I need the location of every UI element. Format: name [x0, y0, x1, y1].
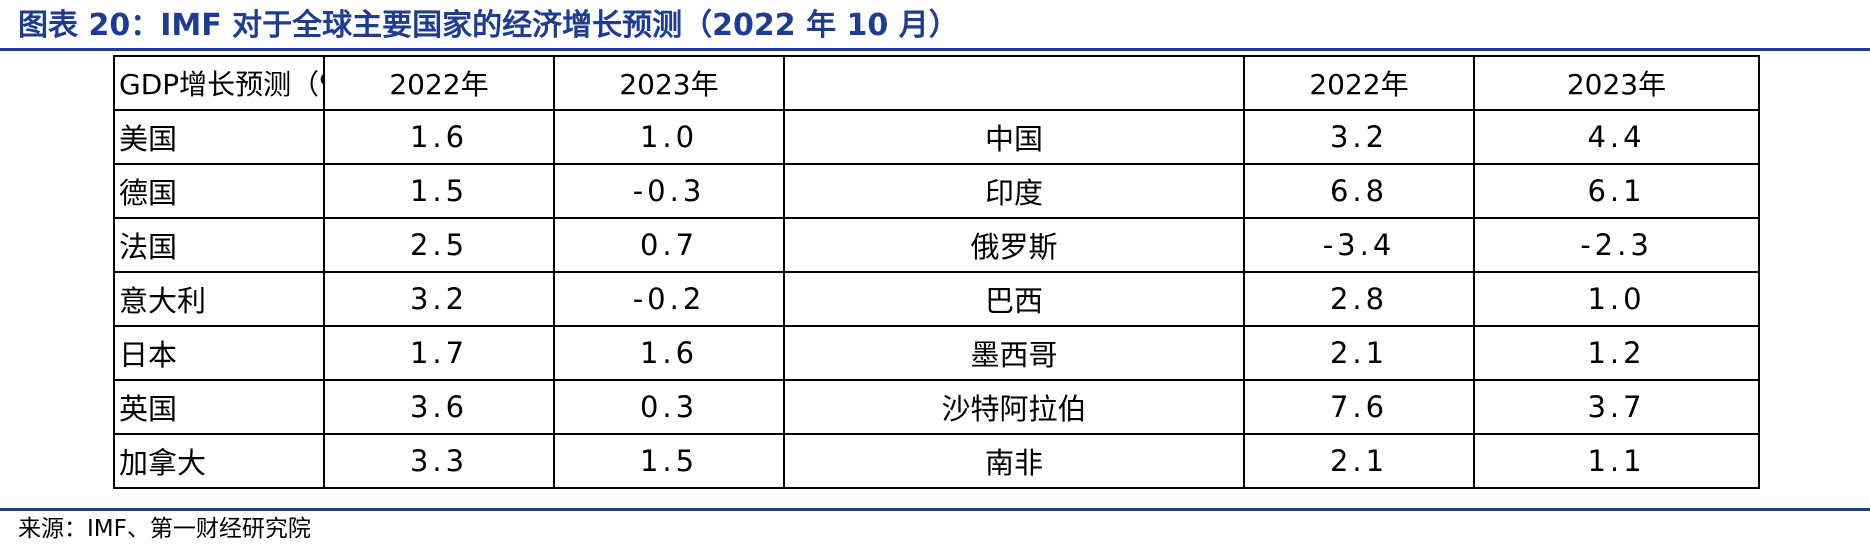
table-row: 美国 1.6 1.0 中国 3.2 4.4: [113, 109, 1760, 165]
value-cell: 0.3: [553, 379, 785, 435]
country-cell: 英国: [113, 379, 325, 435]
country-cell: 墨西哥: [783, 325, 1245, 381]
country-cell: 南非: [783, 433, 1245, 489]
header-cell-2022-left: 2022年: [323, 55, 555, 111]
value-cell: 1.6: [553, 325, 785, 381]
value-cell: 1.5: [553, 433, 785, 489]
country-cell: 沙特阿拉伯: [783, 379, 1245, 435]
country-cell: 俄罗斯: [783, 217, 1245, 273]
table-row: 德国 1.5 -0.3 印度 6.8 6.1: [113, 163, 1760, 219]
header-cell-2023-right: 2023年: [1473, 55, 1760, 111]
table-row: 法国 2.5 0.7 俄罗斯 -3.4 -2.3: [113, 217, 1760, 273]
value-cell: 1.5: [323, 163, 555, 219]
figure-title: 图表 20：IMF 对于全球主要国家的经济增长预测（2022 年 10 月）: [18, 8, 959, 43]
value-cell: 4.4: [1473, 109, 1760, 165]
value-cell: 3.3: [323, 433, 555, 489]
value-cell: 3.6: [323, 379, 555, 435]
country-cell: 美国: [113, 109, 325, 165]
country-cell: 法国: [113, 217, 325, 273]
value-cell: 1.6: [323, 109, 555, 165]
table-header-row: GDP增长预测（%） 2022年 2023年 2022年 2023年: [113, 55, 1760, 111]
country-cell: 印度: [783, 163, 1245, 219]
title-divider: [0, 48, 1870, 51]
value-cell: -0.2: [553, 271, 785, 327]
header-cell-label: GDP增长预测（%）: [113, 55, 325, 111]
value-cell: -2.3: [1473, 217, 1760, 273]
source-divider: [0, 508, 1870, 511]
value-cell: 1.7: [323, 325, 555, 381]
value-cell: 3.7: [1473, 379, 1760, 435]
value-cell: 2.1: [1243, 433, 1475, 489]
value-cell: 6.8: [1243, 163, 1475, 219]
value-cell: 6.1: [1473, 163, 1760, 219]
table-row: 英国 3.6 0.3 沙特阿拉伯 7.6 3.7: [113, 379, 1760, 435]
header-cell-blank: [783, 55, 1245, 111]
value-cell: 2.8: [1243, 271, 1475, 327]
value-cell: -3.4: [1243, 217, 1475, 273]
value-cell: 1.0: [553, 109, 785, 165]
value-cell: -0.3: [553, 163, 785, 219]
value-cell: 0.7: [553, 217, 785, 273]
gdp-forecast-table: GDP增长预测（%） 2022年 2023年 2022年 2023年 美国 1.…: [113, 55, 1760, 489]
table-row: 加拿大 3.3 1.5 南非 2.1 1.1: [113, 433, 1760, 489]
value-cell: 2.1: [1243, 325, 1475, 381]
country-cell: 中国: [783, 109, 1245, 165]
country-cell: 日本: [113, 325, 325, 381]
header-cell-2022-right: 2022年: [1243, 55, 1475, 111]
value-cell: 3.2: [323, 271, 555, 327]
value-cell: 1.0: [1473, 271, 1760, 327]
value-cell: 1.1: [1473, 433, 1760, 489]
table-row: 意大利 3.2 -0.2 巴西 2.8 1.0: [113, 271, 1760, 327]
country-cell: 巴西: [783, 271, 1245, 327]
value-cell: 2.5: [323, 217, 555, 273]
country-cell: 加拿大: [113, 433, 325, 489]
value-cell: 7.6: [1243, 379, 1475, 435]
source-note: 来源：IMF、第一财经研究院: [18, 516, 311, 542]
country-cell: 意大利: [113, 271, 325, 327]
value-cell: 1.2: [1473, 325, 1760, 381]
country-cell: 德国: [113, 163, 325, 219]
table-row: 日本 1.7 1.6 墨西哥 2.1 1.2: [113, 325, 1760, 381]
header-cell-2023-left: 2023年: [553, 55, 785, 111]
value-cell: 3.2: [1243, 109, 1475, 165]
